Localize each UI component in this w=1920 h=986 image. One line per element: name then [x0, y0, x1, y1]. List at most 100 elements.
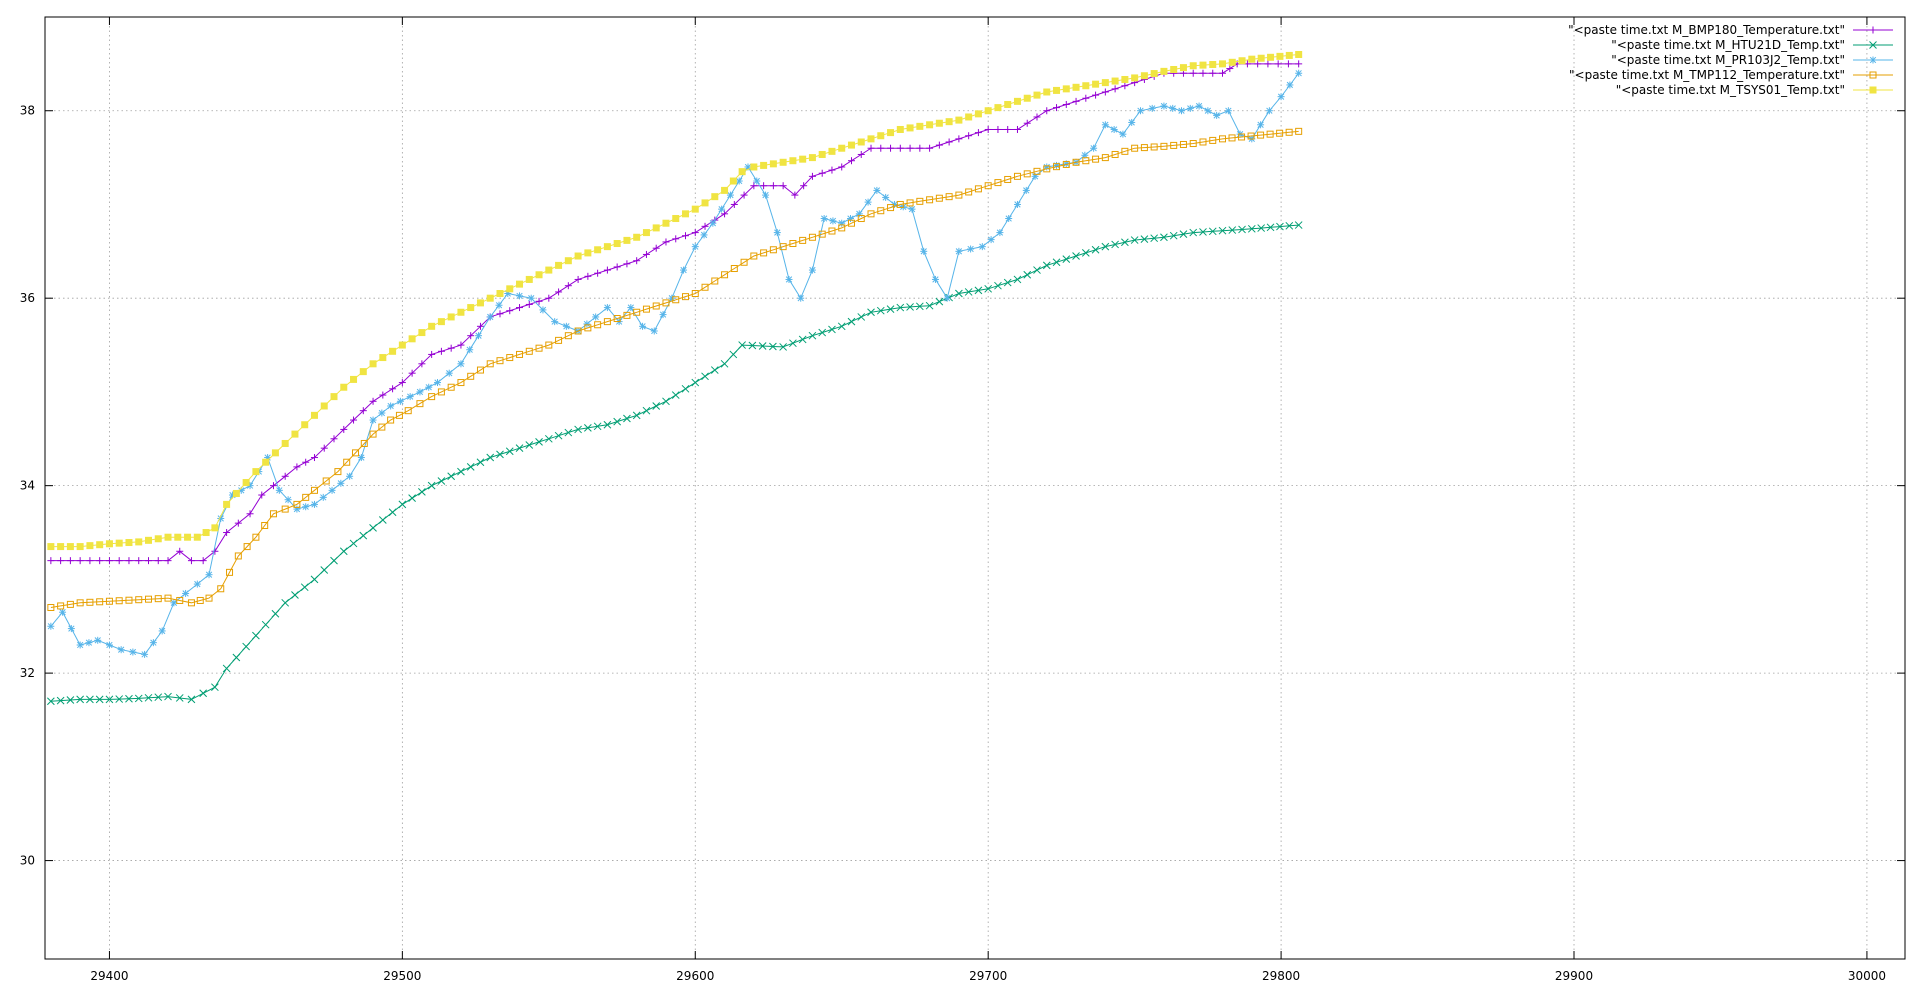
data-point — [545, 266, 553, 274]
marker-stroke — [574, 425, 582, 434]
data-point — [760, 161, 768, 169]
data-point — [613, 240, 621, 248]
data-point — [1247, 224, 1256, 233]
data-point — [945, 138, 953, 146]
data-point — [1072, 83, 1080, 91]
data-point — [623, 311, 631, 319]
data-point — [408, 335, 416, 343]
marker-stroke — [418, 488, 426, 496]
data-point — [965, 113, 973, 121]
data-point — [691, 378, 700, 387]
marker-stroke — [457, 360, 465, 367]
marker-stroke — [125, 694, 133, 703]
data-point — [574, 327, 582, 335]
marker-stroke — [194, 580, 201, 588]
data-point — [1082, 82, 1090, 90]
data-point — [1053, 86, 1061, 94]
data-point — [525, 300, 533, 308]
marker-stroke — [118, 646, 125, 653]
data-point — [125, 596, 133, 604]
data-point — [129, 648, 137, 656]
data-point — [1284, 60, 1292, 68]
data-point — [56, 696, 65, 705]
data-point — [837, 322, 846, 331]
marker-stroke — [680, 266, 687, 274]
marker-stroke — [593, 422, 602, 431]
data-point — [718, 205, 726, 213]
data-point — [1285, 128, 1293, 136]
marker-stroke — [105, 695, 114, 704]
data-point — [926, 121, 934, 129]
data-point — [574, 425, 582, 434]
legend-entry: "<paste time.txt M_TSYS01_Temp.txt" — [1616, 83, 1893, 97]
data-point — [319, 493, 327, 501]
data-point — [187, 557, 195, 565]
data-point — [117, 646, 125, 654]
data-point — [974, 129, 982, 137]
data-point — [791, 191, 799, 199]
data-point — [662, 299, 670, 307]
marker-stroke — [175, 694, 184, 702]
data-point — [164, 557, 172, 565]
data-point — [291, 591, 299, 599]
marker-stroke — [1238, 225, 1246, 234]
data-point — [66, 557, 74, 565]
marker-stroke — [967, 245, 974, 253]
data-point — [66, 696, 75, 704]
data-point — [1072, 97, 1080, 105]
data-point — [1179, 140, 1187, 148]
data-point — [217, 585, 225, 593]
data-point — [1869, 41, 1877, 49]
marker-stroke — [339, 547, 348, 556]
marker-stroke — [359, 531, 368, 540]
marker-stroke — [475, 332, 482, 339]
marker-stroke — [762, 191, 769, 199]
data-point — [1169, 104, 1177, 112]
data-point — [1238, 225, 1246, 234]
data-point — [115, 557, 123, 565]
data-point — [320, 566, 329, 574]
data-point — [359, 407, 367, 415]
data-point — [1254, 60, 1262, 68]
data-point — [964, 288, 973, 296]
data-point — [467, 304, 475, 312]
data-point — [926, 196, 934, 204]
data-point — [154, 535, 162, 543]
data-point — [476, 322, 484, 330]
data-point — [955, 135, 963, 143]
data-point — [398, 379, 406, 387]
data-point — [847, 141, 855, 149]
data-point — [650, 327, 658, 335]
data-point — [1082, 157, 1090, 165]
data-point — [838, 219, 846, 227]
data-point — [418, 488, 426, 496]
data-point — [564, 282, 572, 290]
data-point — [135, 596, 143, 604]
data-point — [1219, 135, 1227, 143]
marker-stroke — [302, 503, 309, 510]
data-point — [808, 172, 816, 180]
data-point — [281, 472, 289, 480]
marker-stroke — [603, 420, 612, 429]
data-point — [1189, 140, 1197, 148]
marker-stroke — [544, 434, 553, 443]
data-point — [730, 265, 738, 273]
data-point — [85, 639, 93, 647]
marker-stroke — [66, 696, 75, 704]
data-point — [395, 411, 403, 419]
marker-stroke — [378, 409, 386, 417]
marker-stroke — [466, 463, 475, 471]
marker-stroke — [1033, 266, 1041, 274]
data-point — [642, 406, 651, 415]
data-point — [388, 508, 397, 517]
marker-stroke — [829, 217, 837, 225]
data-point — [762, 191, 770, 199]
marker-stroke — [906, 303, 914, 311]
data-point — [1226, 65, 1234, 73]
data-point — [94, 636, 102, 644]
data-point — [926, 144, 934, 152]
data-point — [350, 375, 358, 383]
data-point — [984, 125, 992, 133]
marker-stroke — [1111, 240, 1119, 249]
data-point — [681, 384, 690, 393]
